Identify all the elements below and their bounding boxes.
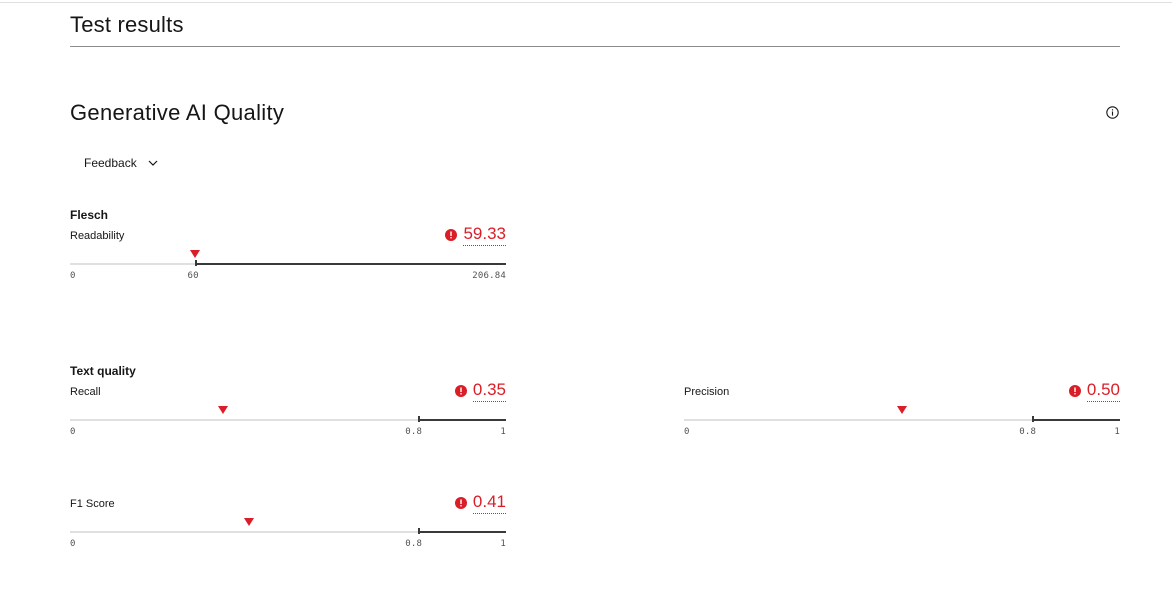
section-divider [70,46,1120,47]
tick-label-max: 1 [500,539,506,549]
error-alert-icon [454,497,467,509]
pass-range [418,531,506,533]
tick-label-min: 0 [70,271,76,281]
error-alert-icon [1068,385,1081,397]
tick-label-threshold: 60 [187,271,199,281]
chevron-down-icon [148,160,158,166]
pass-range [418,419,506,421]
metric-score: 0.35 [472,380,506,402]
tick-label-max: 206.84 [472,271,506,281]
score-track [70,528,506,534]
panel-title: Generative AI Quality [70,100,285,125]
score-track [70,260,506,266]
metric-readability: Readability 59.33 0 60 206.84 [70,224,506,296]
tick-label-min: 0 [684,427,690,437]
error-alert-icon [454,385,467,397]
metric-label: Precision [684,386,730,398]
metric-label: F1 Score [70,498,115,510]
tick-label-threshold: 0.8 [405,427,423,437]
tick-label-min: 0 [70,539,76,549]
metric-precision: Precision 0.50 0 0.8 1 [684,380,1120,452]
group-title-text-quality: Text quality [70,364,136,378]
metric-score: 0.50 [1086,380,1120,402]
metric-f1-score: F1 Score 0.41 0 0.8 1 [70,492,506,564]
score-marker [243,518,254,526]
tick-label-max: 1 [1114,427,1120,437]
metric-score: 0.41 [472,492,506,514]
metric-value-link[interactable]: 59.33 [445,224,506,246]
feedback-dropdown-label: Feedback [84,156,137,170]
metric-label: Recall [70,386,101,398]
tick-label-threshold: 0.8 [1019,427,1037,437]
feedback-dropdown[interactable]: Feedback [80,152,163,174]
top-divider [0,2,1172,3]
score-track [684,416,1120,422]
threshold-tick [417,416,420,422]
score-marker [190,250,201,258]
pass-range [1032,419,1120,421]
score-marker [217,406,228,414]
metric-label: Readability [70,230,125,242]
threshold-tick [1031,416,1034,422]
section-title: Test results [70,12,184,37]
tick-label-max: 1 [500,427,506,437]
tick-label-threshold: 0.8 [405,539,423,549]
metric-value-link[interactable]: 0.50 [1068,380,1120,402]
score-marker [897,406,907,414]
threshold-tick [195,260,198,266]
metric-value-link[interactable]: 0.35 [454,380,506,402]
tick-label-min: 0 [70,427,76,437]
metric-recall: Recall 0.35 0 0.8 1 [70,380,506,452]
pass-range [196,263,506,265]
score-track [70,416,506,422]
threshold-tick [417,528,420,534]
metric-value-link[interactable]: 0.41 [454,492,506,514]
group-title-flesch: Flesch [70,208,109,222]
metric-score: 59.33 [463,224,506,246]
error-alert-icon [445,229,458,241]
information-icon[interactable] [1106,106,1119,119]
